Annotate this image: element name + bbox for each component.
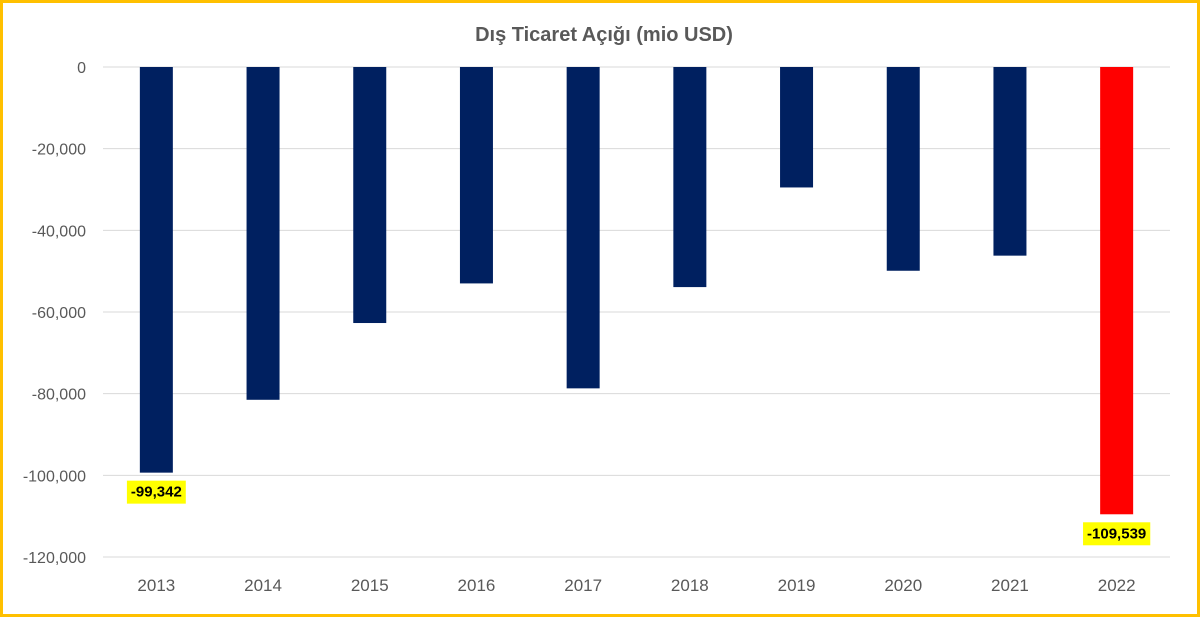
x-tick-label: 2022 bbox=[1098, 576, 1136, 595]
bar-2020 bbox=[886, 67, 920, 271]
bar-2021 bbox=[993, 67, 1027, 256]
y-tick-label: 0 bbox=[77, 60, 86, 77]
x-tick-label: 2019 bbox=[778, 576, 816, 595]
x-tick-label: 2016 bbox=[458, 576, 496, 595]
gridlines bbox=[103, 66, 1170, 558]
data-label-background bbox=[126, 480, 186, 504]
data-label: -109,539 bbox=[1083, 522, 1151, 546]
y-tick-label: -80,000 bbox=[32, 387, 86, 404]
bars bbox=[139, 67, 1134, 515]
x-tick-label: 2018 bbox=[671, 576, 709, 595]
y-tick-label: -20,000 bbox=[32, 142, 86, 159]
data-labels: -99,342 -109,539 bbox=[126, 480, 1151, 546]
bar-2016 bbox=[459, 67, 493, 284]
bar-2019 bbox=[780, 67, 814, 188]
y-tick-label: -40,000 bbox=[32, 223, 86, 240]
bar-2015 bbox=[353, 67, 387, 324]
bar-2017 bbox=[566, 67, 600, 389]
x-tick-label: 2020 bbox=[884, 576, 922, 595]
y-axis-ticks: 0 -20,000 -40,000 -60,000 -80,000 -100,000 -12… bbox=[23, 60, 86, 567]
data-label-text: -99,342 bbox=[131, 484, 182, 501]
bar-2013 bbox=[139, 67, 173, 473]
data-label: -99,342 bbox=[126, 480, 186, 504]
bar-2018 bbox=[673, 67, 707, 288]
bar-2014 bbox=[246, 67, 280, 400]
y-tick-label: -100,000 bbox=[23, 468, 86, 485]
data-label-background bbox=[1083, 522, 1151, 546]
chart-title: Dış Ticaret Açığı (mio USD) bbox=[475, 24, 733, 46]
x-tick-label: 2014 bbox=[244, 576, 282, 595]
x-tick-label: 2021 bbox=[991, 576, 1029, 595]
bar-2022 bbox=[1100, 67, 1134, 515]
x-tick-label: 2017 bbox=[564, 576, 602, 595]
x-tick-label: 2013 bbox=[137, 576, 175, 595]
x-axis-labels: 2013 2014 2015 2016 2017 2018 2019 2020 2021 2022 bbox=[137, 576, 1135, 595]
x-tick-label: 2015 bbox=[351, 576, 389, 595]
y-tick-label: -120,000 bbox=[23, 550, 86, 567]
y-tick-label: -60,000 bbox=[32, 305, 86, 322]
data-label-text: -109,539 bbox=[1087, 525, 1146, 542]
